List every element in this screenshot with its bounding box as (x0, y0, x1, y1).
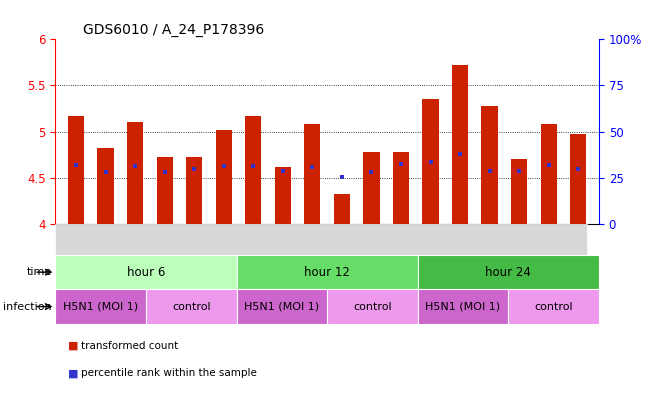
Bar (55, 289, 146, 324)
Bar (511, 159, 527, 224)
Bar (68, 116, 84, 224)
Text: H5N1 (MOI 1): H5N1 (MOI 1) (63, 301, 138, 312)
Bar (418, 255, 599, 289)
Bar (363, 152, 380, 224)
Bar (304, 124, 320, 224)
Text: hour 24: hour 24 (486, 266, 531, 279)
Bar (127, 123, 143, 224)
Bar (508, 289, 599, 324)
Text: control: control (353, 301, 392, 312)
Text: hour 12: hour 12 (304, 266, 350, 279)
Bar (334, 195, 350, 224)
Bar (156, 156, 173, 224)
Bar (570, 134, 587, 224)
Bar (236, 289, 327, 324)
Text: H5N1 (MOI 1): H5N1 (MOI 1) (426, 301, 501, 312)
Bar (186, 156, 202, 224)
Text: H5N1 (MOI 1): H5N1 (MOI 1) (244, 301, 320, 312)
Text: ■: ■ (68, 368, 79, 378)
Bar (327, 289, 418, 324)
Bar (215, 130, 232, 224)
Text: transformed count: transformed count (81, 341, 178, 351)
Bar (418, 289, 508, 324)
Bar (55, 255, 236, 289)
Text: percentile rank within the sample: percentile rank within the sample (81, 368, 257, 378)
Text: GDS6010 / A_24_P178396: GDS6010 / A_24_P178396 (83, 23, 264, 37)
Text: hour 6: hour 6 (127, 266, 165, 279)
Bar (422, 99, 439, 224)
Text: infection: infection (3, 301, 52, 312)
Bar (146, 289, 236, 324)
Bar (452, 65, 468, 224)
Text: control: control (172, 301, 210, 312)
Text: time: time (27, 267, 52, 277)
Bar (540, 124, 557, 224)
Bar (236, 255, 418, 289)
Bar (482, 106, 498, 224)
Bar (245, 116, 262, 224)
Bar (98, 148, 114, 224)
Bar (275, 167, 291, 224)
Text: control: control (534, 301, 573, 312)
Text: ■: ■ (68, 341, 79, 351)
Bar (393, 152, 409, 224)
